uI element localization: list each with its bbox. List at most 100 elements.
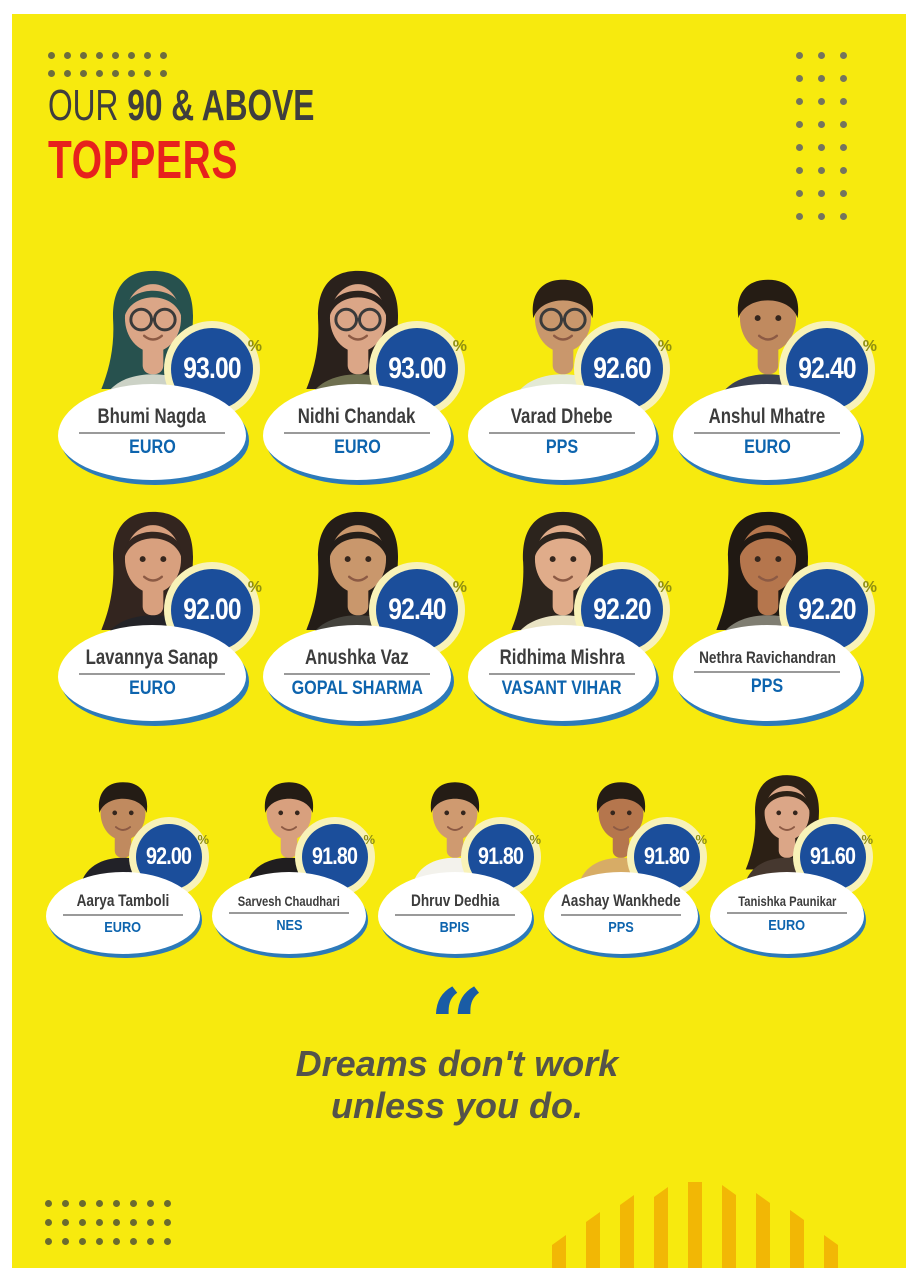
dot bbox=[147, 1219, 154, 1226]
percent-sign: % bbox=[862, 338, 877, 355]
dot bbox=[144, 70, 151, 77]
student-name: Sarvesh Chaudhari bbox=[237, 892, 341, 909]
dot bbox=[796, 167, 803, 174]
student-name: Aarya Tamboli bbox=[76, 890, 170, 910]
name-plate: Varad Dhebe PPS bbox=[468, 384, 656, 480]
percent-sign: % bbox=[452, 338, 467, 355]
name-plate: Aashay Wankhede PPS bbox=[544, 872, 698, 954]
quote-text: Dreams don't work unless you do. bbox=[0, 1043, 914, 1128]
dot bbox=[840, 75, 847, 82]
student-school: EURO bbox=[104, 918, 142, 936]
dot bbox=[147, 1200, 154, 1207]
dots-top-left bbox=[48, 52, 167, 77]
title-our: OUR bbox=[48, 81, 119, 130]
dot bbox=[64, 70, 71, 77]
score-badge: 92.20% bbox=[786, 569, 877, 651]
name-divider bbox=[78, 432, 226, 434]
dot bbox=[113, 1200, 120, 1207]
score-value: 92.20 bbox=[593, 593, 651, 626]
student-name: Nidhi Chandak bbox=[298, 405, 416, 428]
student-name: Lavannya Sanap bbox=[85, 646, 219, 669]
dot bbox=[160, 70, 167, 77]
student-school: PPS bbox=[545, 437, 579, 458]
dot bbox=[840, 98, 847, 105]
student-card: 91.80% Dhruv Dedhia BPIS bbox=[372, 768, 541, 958]
dot bbox=[164, 1200, 171, 1207]
name-divider bbox=[62, 913, 184, 916]
score-value: 92.00 bbox=[183, 593, 241, 626]
student-card: 92.40% Anushka Vaz GOPAL SHARMA bbox=[255, 503, 467, 723]
name-plate: Ridhima Mishra VASANT VIHAR bbox=[468, 625, 656, 721]
percent-sign: % bbox=[695, 832, 707, 847]
percent-sign: % bbox=[197, 832, 209, 847]
name-divider bbox=[693, 432, 841, 434]
dot bbox=[818, 144, 825, 151]
quote-line1: Dreams don't work bbox=[295, 1043, 619, 1084]
dot bbox=[45, 1238, 52, 1245]
student-card: 92.20% Nethra Ravichandran PPS bbox=[665, 503, 877, 723]
name-plate: Lavannya Sanap EURO bbox=[58, 625, 246, 721]
percent-sign: % bbox=[862, 579, 877, 596]
students-row: 92.00% Aarya Tamboli EURO 91.80% Sarvesh Cha… bbox=[40, 768, 873, 958]
student-name: Varad Dhebe bbox=[511, 405, 613, 428]
dot bbox=[818, 75, 825, 82]
name-plate: Anshul Mhatre EURO bbox=[673, 384, 861, 480]
decor-bar bbox=[552, 1235, 566, 1268]
percent-sign: % bbox=[657, 579, 672, 596]
name-plate: Sarvesh Chaudhari NES bbox=[212, 872, 366, 954]
dot bbox=[840, 144, 847, 151]
student-card: 93.00% Bhumi Nagda EURO bbox=[50, 262, 262, 482]
dot bbox=[144, 52, 151, 59]
student-school: VASANT VIHAR bbox=[502, 678, 622, 699]
decor-bar bbox=[688, 1182, 702, 1268]
dot bbox=[130, 1200, 137, 1207]
dot bbox=[796, 213, 803, 220]
dot bbox=[818, 167, 825, 174]
student-card: 93.00% Nidhi Chandak EURO bbox=[255, 262, 467, 482]
dot bbox=[164, 1238, 171, 1245]
name-divider bbox=[283, 673, 431, 675]
score-value: 92.20 bbox=[798, 593, 856, 626]
student-school: EURO bbox=[128, 437, 176, 458]
name-divider bbox=[488, 432, 636, 434]
score-value: 91.60 bbox=[810, 843, 856, 870]
name-plate: Tanishka Paunikar EURO bbox=[710, 872, 864, 954]
dot bbox=[130, 1238, 137, 1245]
dot bbox=[840, 213, 847, 220]
dot bbox=[147, 1238, 154, 1245]
student-name: Dhruv Dedhia bbox=[410, 890, 500, 910]
student-card: 91.80% Sarvesh Chaudhari NES bbox=[206, 768, 375, 958]
name-divider bbox=[726, 911, 848, 914]
name-divider bbox=[488, 673, 636, 675]
dots-bottom-left bbox=[45, 1200, 171, 1245]
decor-bar bbox=[790, 1210, 804, 1268]
student-school: PPS bbox=[750, 676, 784, 697]
dot bbox=[840, 121, 847, 128]
dot bbox=[112, 52, 119, 59]
score-value: 92.60 bbox=[593, 352, 651, 385]
dot bbox=[840, 190, 847, 197]
dot bbox=[96, 1200, 103, 1207]
decor-bar bbox=[654, 1187, 668, 1268]
student-school: EURO bbox=[743, 437, 791, 458]
student-school: EURO bbox=[768, 916, 806, 934]
dot bbox=[96, 1219, 103, 1226]
dot bbox=[96, 52, 103, 59]
dot bbox=[160, 52, 167, 59]
dot bbox=[796, 144, 803, 151]
student-card: 92.00% Lavannya Sanap EURO bbox=[50, 503, 262, 723]
student-name: Tanishka Paunikar bbox=[737, 892, 837, 909]
dot bbox=[79, 1238, 86, 1245]
percent-sign: % bbox=[657, 338, 672, 355]
decor-bar bbox=[586, 1212, 600, 1268]
name-plate: Bhumi Nagda EURO bbox=[58, 384, 246, 480]
title-90-and-above: 90 & ABOVE bbox=[127, 81, 315, 130]
student-card: 92.20% Ridhima Mishra VASANT VIHAR bbox=[460, 503, 672, 723]
dot bbox=[62, 1200, 69, 1207]
dot bbox=[796, 190, 803, 197]
name-plate: Aarya Tamboli EURO bbox=[46, 872, 200, 954]
student-school: NES bbox=[275, 916, 303, 934]
score-value: 92.40 bbox=[388, 593, 446, 626]
student-school: EURO bbox=[333, 437, 381, 458]
